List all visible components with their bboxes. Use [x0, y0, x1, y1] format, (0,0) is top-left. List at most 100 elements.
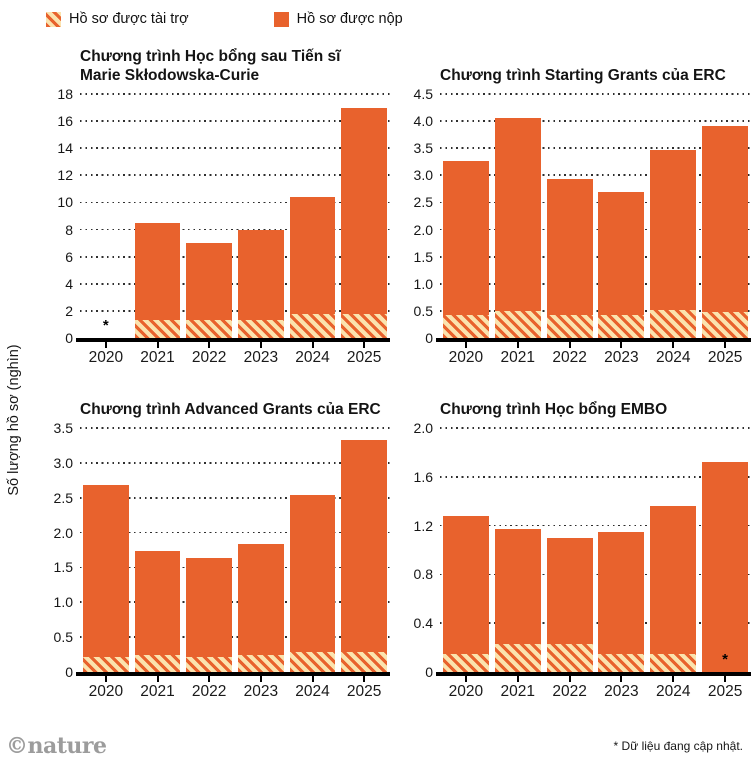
legend-item-submitted: Hồ sơ được nộp	[273, 11, 403, 27]
bar-funded-segment	[134, 320, 181, 338]
bar-submitted	[546, 537, 593, 672]
gridline	[80, 427, 390, 429]
tick-mark	[620, 342, 623, 348]
solid-swatch-icon	[273, 11, 289, 27]
gridline	[440, 573, 751, 576]
year-label: 2022	[191, 683, 227, 700]
chart-title: Chương trình Học bổng sau Tiến sĩ Marie …	[80, 47, 341, 85]
chart-erc-starting: Chương trình Starting Grants của ERC 4.5…	[390, 36, 751, 368]
tick-mark	[259, 342, 262, 348]
year-label: 2020	[88, 349, 124, 366]
y-tick-label: 16	[57, 113, 73, 130]
tick-mark	[568, 342, 571, 348]
y-tick-label: 3.0	[413, 167, 433, 184]
y-axis-ticks: 2.0 1.6 1.2 0.8 0.4 0	[390, 420, 440, 680]
y-tick-label: 6	[65, 248, 73, 265]
gridline	[440, 147, 751, 150]
x-axis-line	[76, 338, 390, 342]
tick-mark	[311, 676, 314, 682]
gridline	[80, 461, 390, 464]
bar-submitted	[598, 531, 645, 672]
tick-mark	[363, 342, 366, 348]
annotation-asterisk: *	[722, 651, 728, 668]
gridline	[440, 120, 751, 122]
x-axis-line	[436, 672, 751, 676]
y-tick-label: 0.4	[413, 615, 433, 632]
gridline	[80, 174, 390, 177]
bar-funded-segment	[494, 643, 541, 672]
gridline	[80, 309, 390, 312]
bar-funded-segment	[237, 654, 284, 672]
bar-submitted	[186, 243, 233, 338]
y-tick-label: 0	[425, 330, 433, 346]
tick-mark	[104, 676, 107, 682]
tick-mark	[363, 676, 366, 682]
tick-mark	[311, 342, 314, 348]
y-tick-label: 12	[57, 167, 73, 184]
plot: *	[436, 426, 751, 682]
y-tick-label: 0.5	[53, 629, 73, 646]
footnote: * Dữ liệu đang cập nhật.	[613, 739, 743, 753]
y-tick-label: 3.5	[413, 140, 433, 157]
tick-mark	[259, 676, 262, 682]
y-tick-label: 1.5	[53, 559, 73, 576]
gridline	[80, 601, 390, 604]
nature-logo: ©nature	[6, 733, 107, 759]
bar-funded-segment	[442, 314, 489, 338]
bar-submitted	[494, 118, 541, 338]
year-label: 2022	[552, 683, 587, 700]
gridline	[440, 282, 751, 285]
chart-plot-area: 2.0 1.6 1.2 0.8 0.4 0 *	[390, 420, 751, 682]
year-label: 2021	[500, 683, 535, 700]
y-tick-label: 0	[425, 664, 433, 680]
bar-funded-segment	[186, 320, 233, 338]
y-tick-label: 14	[57, 140, 73, 157]
y-tick-label: 0.8	[413, 566, 433, 583]
bar-submitted	[650, 150, 697, 338]
bar-submitted	[186, 557, 233, 672]
bar-funded-segment	[82, 657, 129, 672]
bar-funded-segment	[134, 655, 181, 672]
bar-submitted	[341, 107, 388, 338]
gridline	[440, 93, 751, 95]
annotation-asterisk: *	[102, 317, 109, 334]
tick-mark	[156, 342, 159, 348]
year-label: 2022	[191, 349, 227, 366]
x-axis-line	[436, 338, 751, 342]
x-axis-labels: 2020 2021 2022 2023 2024 2025	[390, 342, 751, 368]
y-tick-label: 4.0	[413, 113, 433, 130]
bar-funded-segment	[237, 320, 284, 338]
bar-funded-segment	[650, 653, 697, 672]
legend: Hồ sơ được tài trợ Hồ sơ được nộp	[30, 8, 751, 30]
gridline	[440, 622, 751, 625]
gridline	[80, 496, 390, 499]
y-axis-ticks: 18 16 14 12 10 8 6 4 2 0	[30, 86, 80, 346]
y-axis-title: Số lượng hồ sơ (nghìn)	[6, 344, 22, 496]
y-tick-label: 1.2	[413, 517, 433, 534]
gridline	[80, 201, 390, 204]
bar-submitted	[442, 160, 489, 338]
year-label: 2020	[88, 683, 124, 700]
plot	[436, 92, 751, 348]
hatched-swatch-icon	[46, 11, 61, 27]
tick-mark	[620, 676, 623, 682]
year-label: 2025	[346, 349, 382, 366]
bar-funded-segment	[341, 652, 388, 672]
bar-funded-segment	[598, 653, 645, 672]
bar-submitted	[546, 179, 593, 338]
bar-funded-segment	[289, 314, 336, 338]
gridline	[440, 228, 751, 231]
tick-mark	[516, 676, 519, 682]
tick-mark	[208, 676, 211, 682]
year-label: 2024	[295, 349, 330, 366]
year-label: 2023	[243, 349, 279, 366]
gridline	[80, 255, 390, 258]
gridline	[440, 427, 751, 429]
tick-mark	[104, 342, 107, 348]
gridline	[440, 255, 751, 258]
y-tick-label: 2.0	[413, 221, 433, 238]
bar-submitted	[598, 192, 645, 338]
tick-mark	[464, 342, 467, 348]
bar-submitted	[82, 485, 129, 672]
